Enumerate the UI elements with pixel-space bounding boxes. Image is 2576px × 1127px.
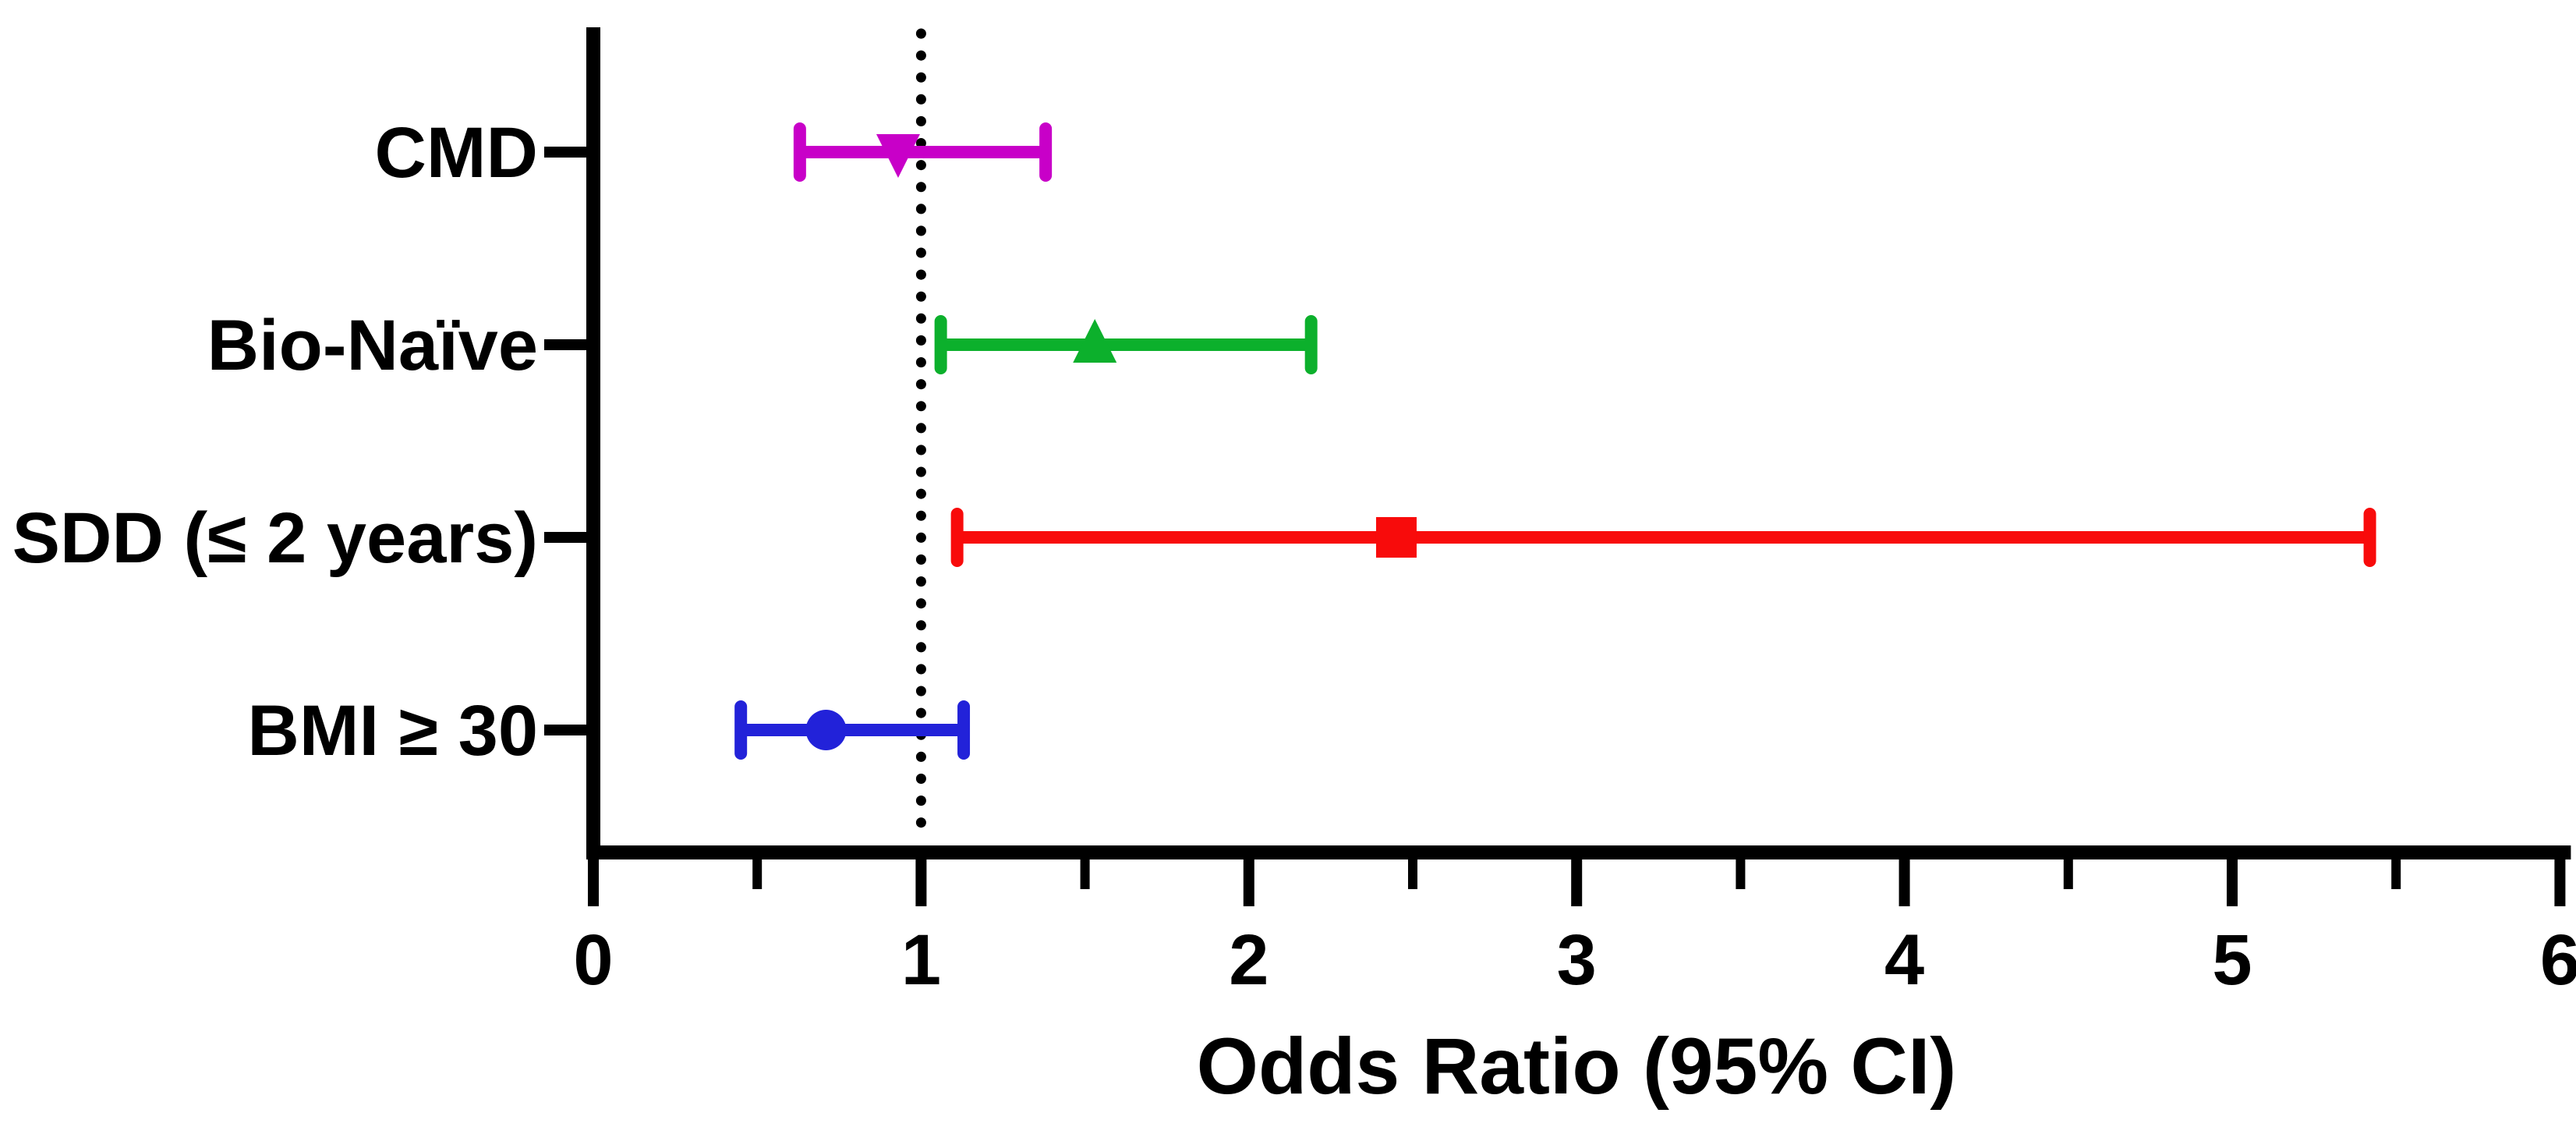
marker-circle [805, 710, 847, 750]
row-label: CMD [374, 113, 538, 193]
x-major-tick-4 [1898, 859, 1910, 906]
x-minor-tick-4.5 [2063, 859, 2073, 889]
y-axis-tick-stub [544, 725, 586, 735]
y-axis-tick-stub [544, 532, 586, 543]
x-minor-tick-5.5 [2391, 859, 2401, 889]
x-axis-title: Odds Ratio (95% CI) [1197, 1022, 1957, 1111]
x-tick-label-4: 4 [1884, 920, 1924, 1000]
marker-triangle-down [876, 134, 920, 178]
row-label: SDD (≤ 2 years) [12, 498, 538, 578]
forest-row-4: BMI ≥ 30 [247, 691, 971, 771]
y-axis-tick-stub [544, 339, 586, 350]
data-rows-layer: CMD Bio-Naïve SDD (≤ 2 years) BMI ≥ 30 [12, 113, 2376, 771]
x-tick-label-6: 6 [2540, 920, 2576, 1000]
x-major-tick-5 [2227, 859, 2238, 906]
y-axis-tick-stub [544, 147, 586, 158]
y-axis-line [586, 27, 600, 859]
forest-row-2: Bio-Naïve [207, 306, 1318, 385]
forest-row-3: SDD (≤ 2 years) [12, 498, 2376, 578]
ticks-layer: 0 1 2 3 4 5 6 [573, 859, 2576, 1000]
x-minor-tick-3.5 [1736, 859, 1746, 889]
x-tick-label-3: 3 [1557, 920, 1597, 1000]
x-tick-label-2: 2 [1229, 920, 1269, 1000]
x-tick-label-1: 1 [901, 920, 941, 1000]
axes-layer [586, 27, 2571, 859]
x-major-tick-2 [1243, 859, 1254, 906]
x-minor-tick-1.5 [1080, 859, 1090, 889]
marker-square [1375, 517, 1417, 558]
x-tick-label-5: 5 [2212, 920, 2252, 1000]
x-tick-label-0: 0 [573, 920, 613, 1000]
x-minor-tick-0.5 [752, 859, 763, 889]
x-major-tick-6 [2554, 859, 2566, 906]
x-major-tick-1 [915, 859, 927, 906]
x-major-tick-0 [588, 859, 599, 906]
x-major-tick-3 [1571, 859, 1583, 906]
row-label: Bio-Naïve [207, 306, 538, 385]
forest-row-1: CMD [374, 113, 1053, 193]
row-label: BMI ≥ 30 [247, 691, 538, 771]
x-axis-line [586, 845, 2571, 859]
x-minor-tick-2.5 [1408, 859, 1417, 889]
marker-triangle-up [1073, 319, 1117, 363]
